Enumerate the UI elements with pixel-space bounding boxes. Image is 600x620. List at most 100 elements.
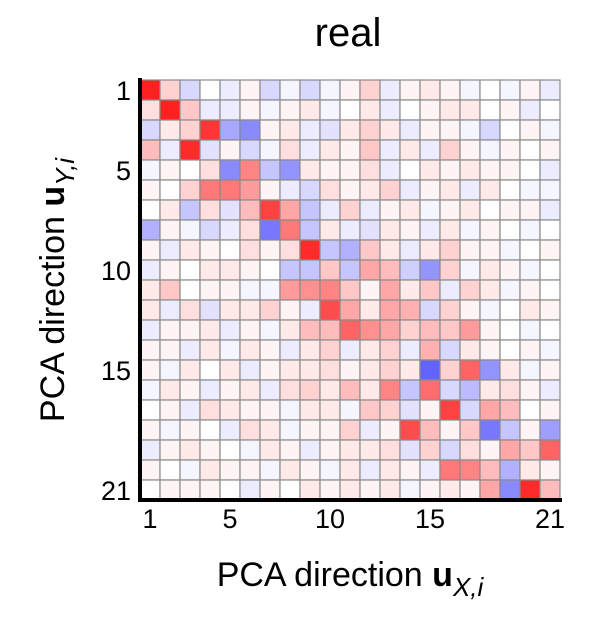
heatmap-cell-r19-c13 <box>379 439 401 461</box>
heatmap-cell-r6-c2 <box>159 179 181 201</box>
heatmap-cell-r3-c1 <box>139 119 161 141</box>
heatmap-cell-r20-c5 <box>219 459 241 481</box>
heatmap-cell-r9-c6 <box>239 239 261 261</box>
heatmap-cell-r12-c11 <box>339 299 361 321</box>
heatmap-cell-r9-c14 <box>399 239 421 261</box>
heatmap-cell-r5-c7 <box>259 159 281 181</box>
heatmap-cell-r21-c16 <box>439 479 461 501</box>
heatmap-cell-r2-c12 <box>359 99 381 121</box>
heatmap-cell-r9-c15 <box>419 239 441 261</box>
heatmap-cell-r14-c20 <box>519 339 541 361</box>
heatmap-cell-r13-c12 <box>359 319 381 341</box>
heatmap-cell-r1-c17 <box>459 79 481 101</box>
heatmap-cell-r18-c19 <box>499 419 521 441</box>
heatmap-cell-r12-c3 <box>179 299 201 321</box>
heatmap-cell-r2-c4 <box>199 99 221 121</box>
heatmap-cell-r5-c21 <box>539 159 561 181</box>
heatmap-cell-r5-c20 <box>519 159 541 181</box>
heatmap-cell-r3-c2 <box>159 119 181 141</box>
heatmap-cell-r12-c10 <box>319 299 341 321</box>
heatmap-cell-r14-c18 <box>479 339 501 361</box>
heatmap-cell-r13-c15 <box>419 319 441 341</box>
heatmap-cell-r18-c15 <box>419 419 441 441</box>
heatmap-cell-r6-c20 <box>519 179 541 201</box>
heatmap-cell-r6-c4 <box>199 179 221 201</box>
heatmap-cell-r11-c18 <box>479 279 501 301</box>
heatmap-cell-r3-c20 <box>519 119 541 141</box>
heatmap-cell-r6-c12 <box>359 179 381 201</box>
heatmap-cell-r8-c7 <box>259 219 281 241</box>
heatmap-cell-r6-c19 <box>499 179 521 201</box>
heatmap-cell-r16-c1 <box>139 379 161 401</box>
heatmap-cell-r15-c21 <box>539 359 561 381</box>
heatmap-cell-r17-c14 <box>399 399 421 421</box>
heatmap-cell-r2-c19 <box>499 99 521 121</box>
heatmap-cell-r3-c4 <box>199 119 221 141</box>
heatmap-cell-r2-c21 <box>539 99 561 121</box>
heatmap-cell-r21-c20 <box>519 479 541 501</box>
heatmap-cell-r21-c3 <box>179 479 201 501</box>
heatmap-cell-r15-c7 <box>259 359 281 381</box>
heatmap-cell-r5-c11 <box>339 159 361 181</box>
heatmap-cell-r4-c10 <box>319 139 341 161</box>
heatmap-cell-r9-c16 <box>439 239 461 261</box>
heatmap-cell-r21-c1 <box>139 479 161 501</box>
heatmap-cell-r17-c11 <box>339 399 361 421</box>
heatmap-cell-r13-c14 <box>399 319 421 341</box>
heatmap-cell-r13-c19 <box>499 319 521 341</box>
heatmap-cell-r12-c8 <box>279 299 301 321</box>
heatmap-cell-r1-c11 <box>339 79 361 101</box>
heatmap-cell-r12-c6 <box>239 299 261 321</box>
heatmap-cell-r5-c15 <box>419 159 441 181</box>
heatmap-cell-r7-c18 <box>479 199 501 221</box>
heatmap-cell-r18-c1 <box>139 419 161 441</box>
heatmap-cell-r13-c3 <box>179 319 201 341</box>
heatmap-cell-r3-c5 <box>219 119 241 141</box>
heatmap-cell-r17-c3 <box>179 399 201 421</box>
heatmap-cell-r17-c6 <box>239 399 261 421</box>
heatmap-cell-r20-c19 <box>499 459 521 481</box>
heatmap-cell-r6-c3 <box>179 179 201 201</box>
heatmap-cell-r19-c5 <box>219 439 241 461</box>
heatmap-cell-r13-c18 <box>479 319 501 341</box>
heatmap-cell-r12-c2 <box>159 299 181 321</box>
heatmap-cell-r21-c21 <box>539 479 561 501</box>
heatmap-cell-r5-c19 <box>499 159 521 181</box>
heatmap-cell-r9-c4 <box>199 239 221 261</box>
heatmap-cell-r17-c10 <box>319 399 341 421</box>
heatmap-cell-r19-c12 <box>359 439 381 461</box>
heatmap-cell-r11-c9 <box>299 279 321 301</box>
heatmap-cell-r17-c2 <box>159 399 181 421</box>
heatmap-cell-r7-c11 <box>339 199 361 221</box>
heatmap-cell-r9-c19 <box>499 239 521 261</box>
heatmap-cell-r8-c9 <box>299 219 321 241</box>
heatmap-cell-r10-c3 <box>179 259 201 281</box>
heatmap-cell-r4-c1 <box>139 139 161 161</box>
heatmap-cell-r12-c5 <box>219 299 241 321</box>
heatmap-cell-r11-c11 <box>339 279 361 301</box>
heatmap-cell-r10-c6 <box>239 259 261 281</box>
heatmap-cell-r9-c5 <box>219 239 241 261</box>
heatmap-cell-r9-c2 <box>159 239 181 261</box>
heatmap-cell-r14-c19 <box>499 339 521 361</box>
x-axis-label-subscript: X, <box>452 572 478 602</box>
heatmap-cell-r10-c1 <box>139 259 161 281</box>
heatmap-cell-r15-c15 <box>419 359 441 381</box>
heatmap-cell-r4-c5 <box>219 139 241 161</box>
heatmap-cell-r18-c18 <box>479 419 501 441</box>
heatmap-cell-r6-c7 <box>259 179 281 201</box>
heatmap-cell-r19-c10 <box>319 439 341 461</box>
heatmap-cell-r12-c12 <box>359 299 381 321</box>
heatmap-cell-r8-c14 <box>399 219 421 241</box>
heatmap-cell-r16-c18 <box>479 379 501 401</box>
heatmap-cell-r10-c15 <box>419 259 441 281</box>
heatmap-cell-r15-c9 <box>299 359 321 381</box>
heatmap-cell-r7-c13 <box>379 199 401 221</box>
heatmap-cell-r20-c13 <box>379 459 401 481</box>
heatmap-cell-r17-c16 <box>439 399 461 421</box>
heatmap-cell-r17-c13 <box>379 399 401 421</box>
heatmap-cell-r9-c20 <box>519 239 541 261</box>
heatmap-cell-r20-c8 <box>279 459 301 481</box>
heatmap-cell-r13-c16 <box>439 319 461 341</box>
